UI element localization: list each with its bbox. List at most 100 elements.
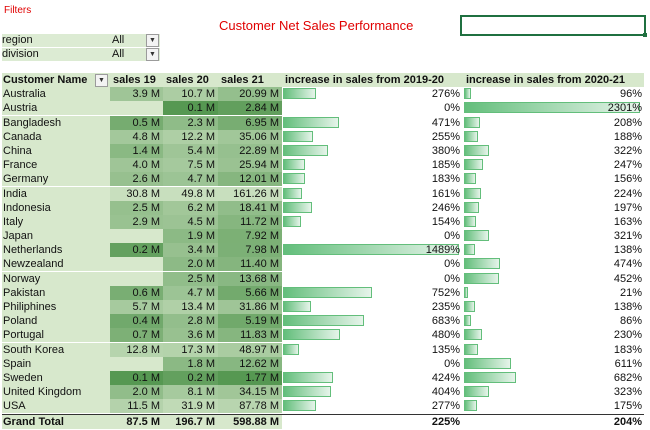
- sales-19-cell[interactable]: 0.2 M: [110, 243, 163, 258]
- sales-20-cell[interactable]: 49.8 M: [163, 186, 218, 201]
- sales-21-cell[interactable]: 7.92 M: [218, 229, 282, 244]
- customer-name-cell[interactable]: Pakistan: [2, 285, 110, 300]
- filter-dropdown-icon[interactable]: ▼: [146, 48, 159, 61]
- customer-name-cell[interactable]: India: [2, 186, 110, 201]
- sales-21-cell[interactable]: 12.01 M: [218, 172, 282, 187]
- sales-20-cell[interactable]: 0.2 M: [163, 370, 218, 385]
- total-increase-2020-21[interactable]: 204%: [463, 414, 644, 429]
- sales-19-cell[interactable]: 3.9 M: [110, 87, 163, 102]
- total-sales-20[interactable]: 196.7 M: [163, 414, 218, 429]
- increase-2019-20-cell[interactable]: 154%: [282, 215, 463, 229]
- sales-20-cell[interactable]: 5.4 M: [163, 143, 218, 158]
- sales-20-cell[interactable]: 31.9 M: [163, 399, 218, 414]
- sales-21-cell[interactable]: 161.26 M: [218, 186, 282, 201]
- customer-name-cell[interactable]: France: [2, 158, 110, 173]
- increase-2019-20-cell[interactable]: 683%: [282, 314, 463, 328]
- increase-2019-20-cell[interactable]: 135%: [282, 343, 463, 357]
- customer-name-cell[interactable]: Bangladesh: [2, 115, 110, 130]
- filter-dropdown-icon[interactable]: ▼: [95, 74, 108, 87]
- sales-19-cell[interactable]: 0.7 M: [110, 328, 163, 343]
- increase-2020-21-cell[interactable]: 321%: [463, 229, 644, 243]
- header-increase-2020-21[interactable]: increase in sales from 2020-21: [463, 73, 644, 87]
- sales-20-cell[interactable]: 2.8 M: [163, 314, 218, 329]
- header-sales-20[interactable]: sales 20: [163, 73, 218, 87]
- sales-21-cell[interactable]: 87.78 M: [218, 399, 282, 414]
- customer-name-cell[interactable]: Norway: [2, 271, 110, 286]
- fill-handle[interactable]: [643, 33, 647, 37]
- increase-2020-21-cell[interactable]: 21%: [463, 286, 644, 300]
- increase-2019-20-cell[interactable]: 0%: [282, 272, 463, 286]
- customer-name-cell[interactable]: Portugal: [2, 328, 110, 343]
- sales-21-cell[interactable]: 25.94 M: [218, 158, 282, 173]
- increase-2020-21-cell[interactable]: 163%: [463, 215, 644, 229]
- filter-dropdown-icon[interactable]: ▼: [146, 34, 159, 47]
- increase-2019-20-cell[interactable]: 480%: [282, 328, 463, 342]
- sales-21-cell[interactable]: 22.89 M: [218, 143, 282, 158]
- sales-19-cell[interactable]: 1.4 M: [110, 143, 163, 158]
- sales-19-cell[interactable]: [110, 356, 163, 371]
- increase-2020-21-cell[interactable]: 611%: [463, 357, 644, 371]
- increase-2019-20-cell[interactable]: 424%: [282, 371, 463, 385]
- increase-2020-21-cell[interactable]: 452%: [463, 272, 644, 286]
- increase-2020-21-cell[interactable]: 682%: [463, 371, 644, 385]
- sales-21-cell[interactable]: 48.97 M: [218, 342, 282, 357]
- increase-2019-20-cell[interactable]: 161%: [282, 187, 463, 201]
- increase-2020-21-cell[interactable]: 247%: [463, 158, 644, 172]
- total-sales-19[interactable]: 87.5 M: [110, 414, 163, 429]
- customer-name-cell[interactable]: Poland: [2, 314, 110, 329]
- increase-2020-21-cell[interactable]: 208%: [463, 116, 644, 130]
- increase-2019-20-cell[interactable]: 276%: [282, 87, 463, 101]
- customer-name-cell[interactable]: United Kingdom: [2, 385, 110, 400]
- sales-21-cell[interactable]: 11.40 M: [218, 257, 282, 272]
- increase-2020-21-cell[interactable]: 323%: [463, 385, 644, 399]
- sales-19-cell[interactable]: [110, 271, 163, 286]
- customer-name-cell[interactable]: South Korea: [2, 342, 110, 357]
- customer-name-cell[interactable]: Sweden: [2, 370, 110, 385]
- customer-name-cell[interactable]: Spain: [2, 356, 110, 371]
- customer-name-cell[interactable]: Italy: [2, 214, 110, 229]
- sales-20-cell[interactable]: 7.5 M: [163, 158, 218, 173]
- sales-19-cell[interactable]: 2.0 M: [110, 385, 163, 400]
- increase-2019-20-cell[interactable]: 255%: [282, 130, 463, 144]
- sales-19-cell[interactable]: 2.6 M: [110, 172, 163, 187]
- increase-2019-20-cell[interactable]: 1489%: [282, 243, 463, 257]
- increase-2019-20-cell[interactable]: 0%: [282, 101, 463, 115]
- sales-21-cell[interactable]: 11.72 M: [218, 214, 282, 229]
- increase-2019-20-cell[interactable]: 0%: [282, 257, 463, 271]
- sales-21-cell[interactable]: 1.77 M: [218, 370, 282, 385]
- increase-2019-20-cell[interactable]: 380%: [282, 144, 463, 158]
- sales-19-cell[interactable]: 12.8 M: [110, 342, 163, 357]
- increase-2019-20-cell[interactable]: 235%: [282, 300, 463, 314]
- increase-2019-20-cell[interactable]: 0%: [282, 357, 463, 371]
- customer-name-cell[interactable]: Austria: [2, 101, 110, 116]
- sales-21-cell[interactable]: 18.41 M: [218, 200, 282, 215]
- customer-name-cell[interactable]: Japan: [2, 229, 110, 244]
- sales-21-cell[interactable]: 31.86 M: [218, 300, 282, 314]
- increase-2020-21-cell[interactable]: 197%: [463, 201, 644, 215]
- sales-20-cell[interactable]: 4.5 M: [163, 214, 218, 229]
- increase-2020-21-cell[interactable]: 96%: [463, 87, 644, 101]
- sales-20-cell[interactable]: 3.6 M: [163, 328, 218, 343]
- sales-21-cell[interactable]: 11.83 M: [218, 328, 282, 343]
- sales-20-cell[interactable]: 10.7 M: [163, 87, 218, 102]
- sales-21-cell[interactable]: 6.95 M: [218, 115, 282, 130]
- sales-20-cell[interactable]: 8.1 M: [163, 385, 218, 400]
- customer-name-cell[interactable]: Australia: [2, 87, 110, 102]
- sales-21-cell[interactable]: 13.68 M: [218, 271, 282, 286]
- increase-2019-20-cell[interactable]: 185%: [282, 158, 463, 172]
- increase-2020-21-cell[interactable]: 230%: [463, 328, 644, 342]
- sales-20-cell[interactable]: 6.2 M: [163, 200, 218, 215]
- sales-20-cell[interactable]: 4.7 M: [163, 172, 218, 187]
- sales-20-cell[interactable]: 0.1 M: [163, 101, 218, 116]
- increase-2020-21-cell[interactable]: 224%: [463, 187, 644, 201]
- increase-2020-21-cell[interactable]: 86%: [463, 314, 644, 328]
- sales-19-cell[interactable]: 2.9 M: [110, 214, 163, 229]
- sales-20-cell[interactable]: 1.8 M: [163, 356, 218, 371]
- sales-20-cell[interactable]: 2.3 M: [163, 115, 218, 130]
- header-sales-21[interactable]: sales 21: [218, 73, 282, 87]
- selected-cell-box[interactable]: [460, 15, 647, 37]
- sales-20-cell[interactable]: 1.9 M: [163, 229, 218, 244]
- sales-19-cell[interactable]: 0.1 M: [110, 370, 163, 385]
- increase-2019-20-cell[interactable]: 183%: [282, 172, 463, 186]
- increase-2020-21-cell[interactable]: 2301%: [463, 101, 644, 115]
